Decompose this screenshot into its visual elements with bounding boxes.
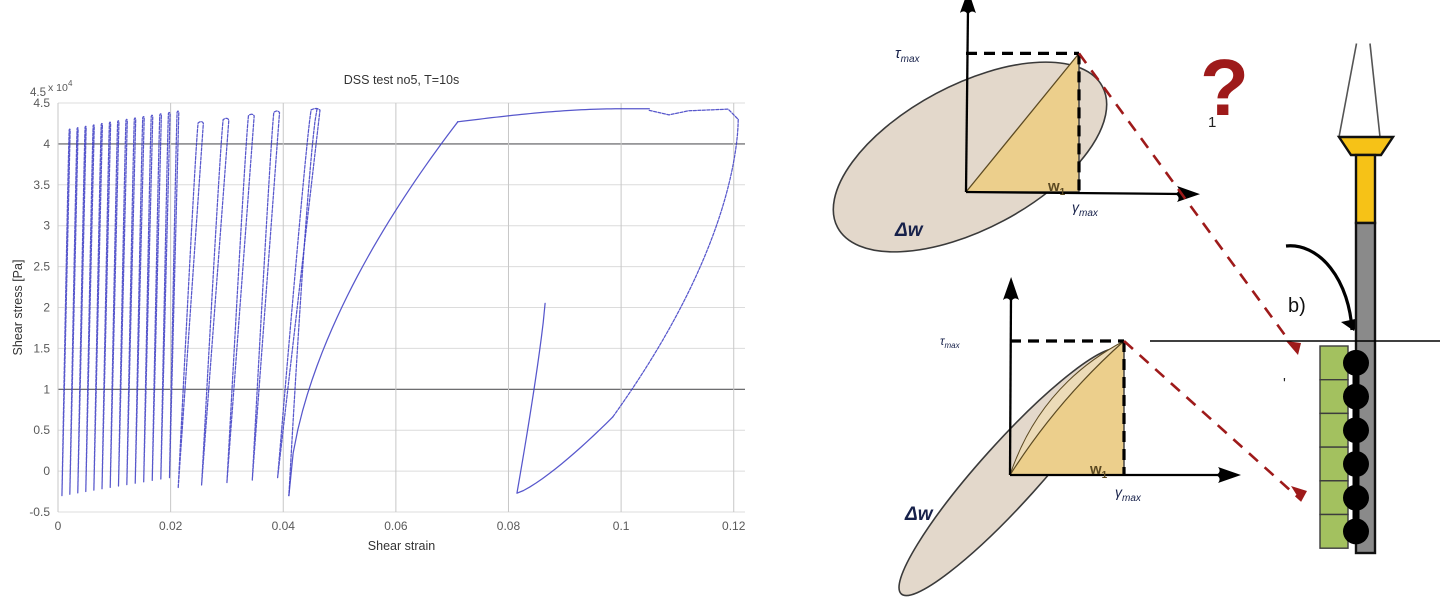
svg-text:Δw: Δw [904,504,934,525]
svg-text:γmax: γmax [1115,484,1142,504]
svg-text:τmax: τmax [940,334,961,350]
svg-text:Δw: Δw [894,220,924,241]
svg-text:γmax: γmax [1072,199,1099,219]
svg-text:b): b) [1288,295,1306,317]
svg-text:τmax: τmax [895,45,921,65]
svg-text:': ' [1283,375,1286,392]
svg-text:1: 1 [1208,114,1216,131]
